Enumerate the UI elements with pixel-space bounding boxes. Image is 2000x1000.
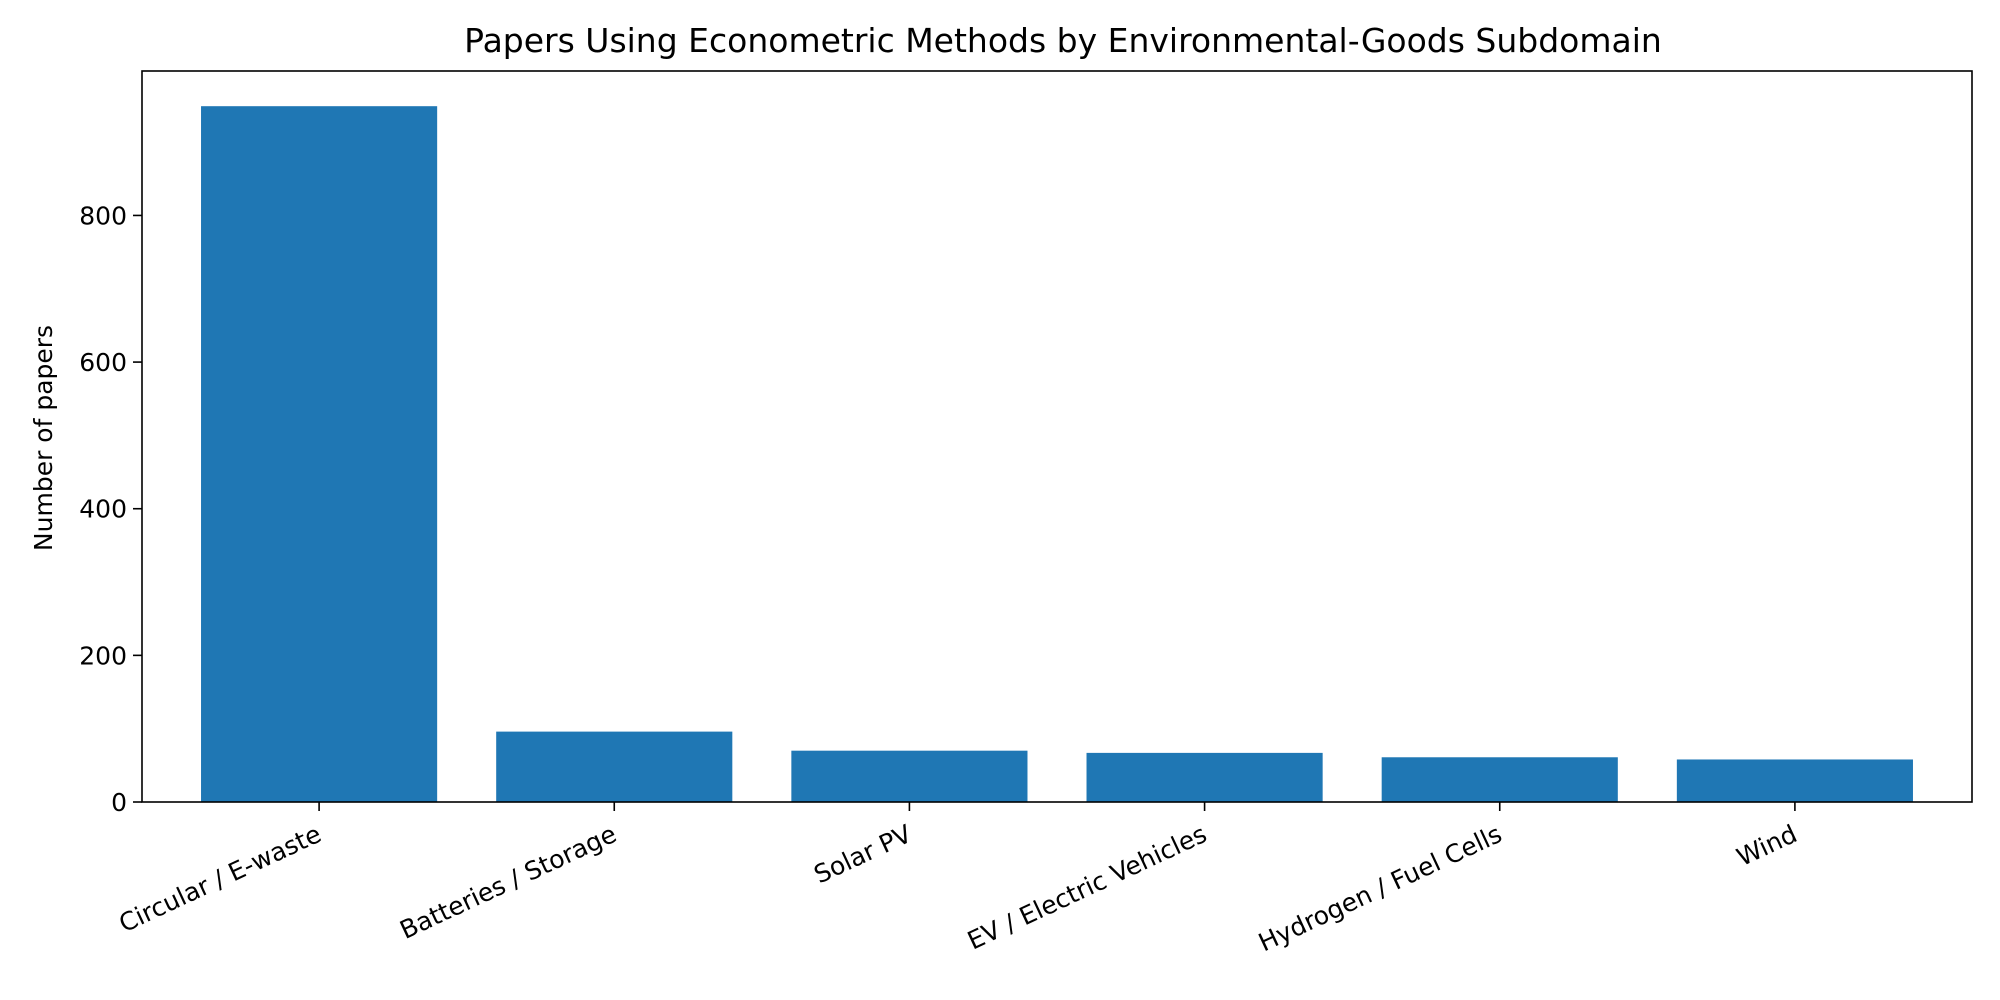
bar <box>1086 752 1323 802</box>
bar <box>791 750 1028 802</box>
x-tick-label: EV / Electric Vehicles <box>963 819 1211 955</box>
plot-area: 0 200 400 600 800 Circular / E-waste Batteries… <box>79 70 1973 957</box>
plot-frame <box>141 70 1973 803</box>
y-tick-label: 800 <box>79 201 127 230</box>
y-tick-label: 400 <box>79 495 127 524</box>
bar <box>201 106 438 802</box>
x-tick-label: Batteries / Storage <box>395 819 620 945</box>
bar <box>1381 757 1618 802</box>
bar <box>1676 759 1913 802</box>
y-tick-label: 600 <box>79 348 127 377</box>
chart-title: Papers Using Econometric Methods by Envi… <box>464 21 1662 60</box>
y-tick-label: 200 <box>79 641 127 670</box>
x-tick-label: Solar PV <box>810 819 916 889</box>
x-tick-label: Hydrogen / Fuel Cells <box>1254 819 1506 957</box>
bar <box>496 731 733 802</box>
y-axis-label: Number of papers <box>29 325 58 551</box>
y-tick-label: 0 <box>111 788 127 817</box>
x-tick-label: Wind <box>1732 819 1801 872</box>
x-tick-label: Circular / E-waste <box>115 819 326 938</box>
